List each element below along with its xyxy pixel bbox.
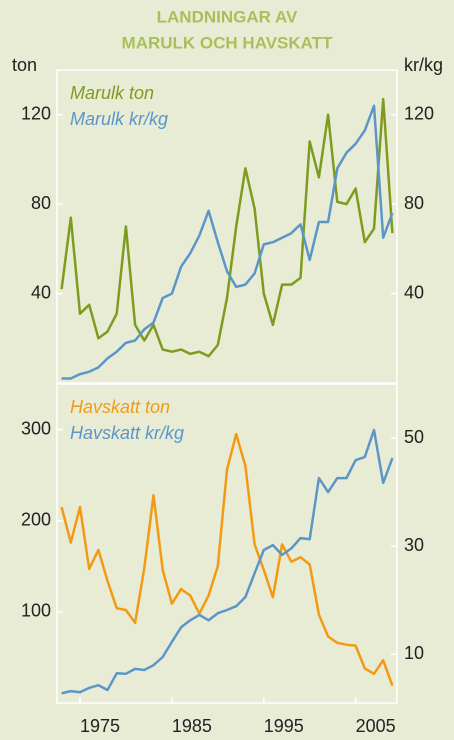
- y2-axis-label: kr/kg: [404, 55, 443, 75]
- y-tick-label: 40: [31, 282, 51, 302]
- y2-tick-label: 30: [404, 535, 424, 555]
- y2-tick-label: 40: [404, 282, 424, 302]
- legend-entry: Havskatt ton: [70, 397, 170, 417]
- y2-tick-label: 10: [404, 643, 424, 663]
- series-line: [60, 432, 394, 687]
- legend-entry: Marulk ton: [70, 83, 154, 103]
- x-tick-label: 2005: [356, 716, 396, 736]
- series-line: [61, 428, 394, 695]
- series-line: [61, 104, 394, 380]
- y-tick-label: 100: [21, 601, 51, 621]
- series-line: [60, 97, 394, 358]
- x-tick-label: 1995: [264, 716, 304, 736]
- legend-entry: Marulk kr/kg: [70, 109, 168, 129]
- y-tick-label: 300: [21, 418, 51, 438]
- y2-tick-label: 50: [404, 427, 424, 447]
- plot-frame: [56, 383, 398, 704]
- y-axis-label: ton: [12, 55, 37, 75]
- plot-frame: [56, 69, 398, 384]
- x-tick-label: 1985: [172, 716, 212, 736]
- chart-title: MARULK OCH HAVSKATT: [122, 33, 334, 52]
- y-tick-label: 80: [31, 193, 51, 213]
- y-tick-label: 200: [21, 509, 51, 529]
- y2-tick-label: 120: [404, 103, 434, 123]
- y-tick-label: 120: [21, 103, 51, 123]
- legend-entry: Havskatt kr/kg: [70, 423, 184, 443]
- chart-title: LANDNINGAR AV: [157, 7, 298, 26]
- x-tick-label: 1975: [80, 716, 120, 736]
- y2-tick-label: 80: [404, 193, 424, 213]
